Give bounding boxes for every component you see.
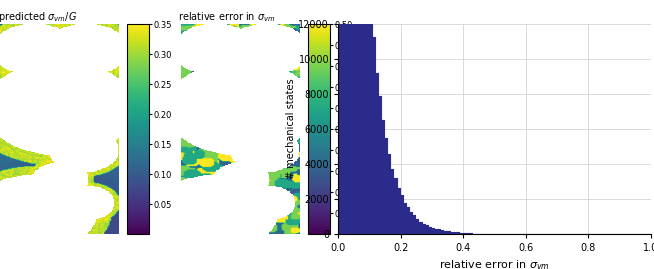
- Bar: [457, 232, 460, 234]
- Bar: [394, 178, 398, 234]
- Bar: [404, 203, 407, 234]
- Bar: [373, 37, 375, 234]
- Bar: [422, 224, 426, 234]
- Bar: [463, 233, 466, 234]
- Bar: [432, 228, 435, 234]
- Bar: [435, 229, 438, 234]
- Bar: [341, 0, 345, 234]
- Bar: [470, 233, 473, 234]
- Bar: [363, 0, 366, 234]
- Bar: [366, 0, 370, 234]
- Bar: [357, 0, 360, 234]
- Bar: [466, 233, 470, 234]
- Bar: [375, 73, 379, 234]
- Bar: [445, 231, 447, 234]
- Bar: [379, 96, 382, 234]
- Text: predicted $\sigma_{vm}/G$: predicted $\sigma_{vm}/G$: [0, 10, 77, 24]
- Text: relative error in $\sigma_{vm}$: relative error in $\sigma_{vm}$: [179, 10, 276, 24]
- Bar: [351, 0, 354, 234]
- Bar: [419, 222, 422, 234]
- Bar: [407, 207, 410, 234]
- Bar: [354, 0, 357, 234]
- Bar: [417, 218, 419, 234]
- Bar: [473, 233, 475, 234]
- Bar: [338, 0, 341, 234]
- Bar: [388, 154, 391, 234]
- Bar: [382, 119, 385, 234]
- Bar: [426, 225, 429, 234]
- Bar: [413, 215, 417, 234]
- Bar: [347, 0, 351, 234]
- Bar: [401, 195, 404, 234]
- Bar: [385, 137, 388, 234]
- Bar: [398, 188, 401, 234]
- Bar: [475, 233, 479, 234]
- Bar: [454, 232, 457, 234]
- Bar: [410, 212, 413, 234]
- Y-axis label: # mechanical states: # mechanical states: [286, 79, 296, 179]
- Bar: [479, 233, 482, 234]
- Bar: [438, 229, 441, 234]
- Bar: [447, 231, 451, 234]
- Bar: [370, 0, 373, 234]
- Bar: [429, 227, 432, 234]
- Bar: [460, 233, 463, 234]
- Bar: [360, 0, 363, 234]
- Bar: [345, 0, 347, 234]
- Bar: [451, 232, 454, 234]
- X-axis label: relative error in $\sigma_{vm}$: relative error in $\sigma_{vm}$: [439, 259, 550, 269]
- Bar: [391, 169, 394, 234]
- Bar: [441, 230, 445, 234]
